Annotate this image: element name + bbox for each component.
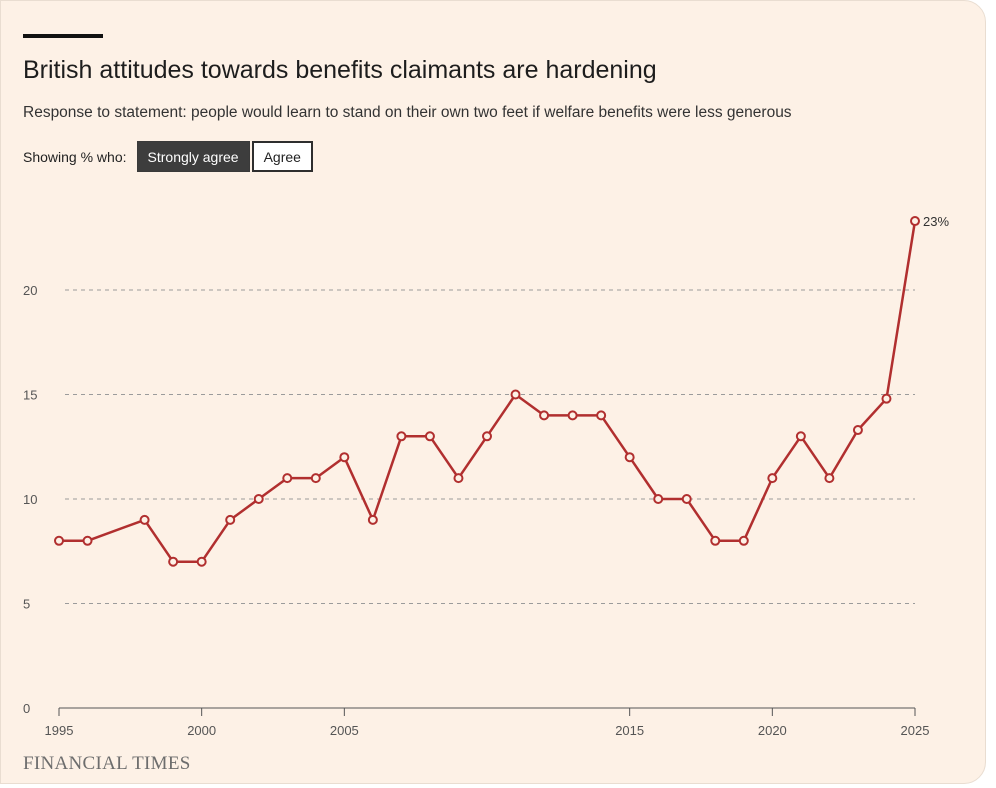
- data-point: [624, 452, 635, 463]
- chart-subtitle: Response to statement: people would lear…: [23, 104, 792, 121]
- source-logo: FINANCIAL TIMES: [23, 753, 191, 774]
- data-point: [310, 473, 321, 484]
- x-tick-label: 2025: [901, 723, 930, 738]
- x-tick-label: 2020: [758, 723, 787, 738]
- end-value-label: 23%: [923, 214, 949, 229]
- data-point: [253, 494, 264, 504]
- x-tick-label: 1995: [45, 723, 74, 738]
- header-rule: [23, 34, 103, 38]
- y-tick-label: 20: [23, 283, 37, 298]
- data-point: [681, 494, 692, 504]
- data-point: [596, 410, 607, 421]
- data-point: [738, 535, 749, 546]
- y-tick-label: 5: [23, 597, 30, 612]
- data-point: [824, 473, 835, 484]
- data-point: [852, 425, 863, 436]
- data-point: [767, 473, 778, 484]
- x-tick-label: 2000: [187, 723, 216, 738]
- data-point: [795, 431, 806, 442]
- series-line: [59, 220, 917, 563]
- strongly-agree-button[interactable]: Strongly agree: [136, 141, 250, 172]
- data-point: [139, 514, 150, 525]
- data-point: [424, 431, 435, 442]
- chart-title: British attitudes towards benefits claim…: [23, 56, 657, 84]
- data-point: [339, 452, 350, 463]
- data-point: [482, 431, 492, 442]
- data-point: [396, 431, 407, 442]
- data-point: [168, 556, 179, 567]
- data-point: [881, 393, 892, 404]
- x-tick-label: 2015: [615, 723, 644, 738]
- data-point: [225, 514, 236, 525]
- data-point: [539, 410, 550, 421]
- data-point: [54, 535, 64, 546]
- data-point: [910, 216, 920, 227]
- data-point: [367, 514, 378, 525]
- data-point: [453, 473, 464, 484]
- series-toggle: Showing % who: Strongly agree Agree: [23, 141, 313, 172]
- agree-button[interactable]: Agree: [251, 141, 313, 172]
- toggle-label: Showing % who:: [23, 148, 127, 165]
- data-point: [653, 494, 664, 504]
- data-point: [567, 410, 578, 421]
- x-tick-label: 2005: [330, 723, 359, 738]
- data-point: [510, 389, 521, 400]
- data-point: [196, 556, 207, 567]
- data-point: [282, 473, 293, 484]
- y-tick-label: 10: [23, 492, 37, 507]
- data-point: [710, 535, 721, 546]
- y-tick-label: 15: [23, 388, 37, 403]
- data-point: [82, 535, 93, 546]
- y-tick-label: 0: [23, 701, 30, 716]
